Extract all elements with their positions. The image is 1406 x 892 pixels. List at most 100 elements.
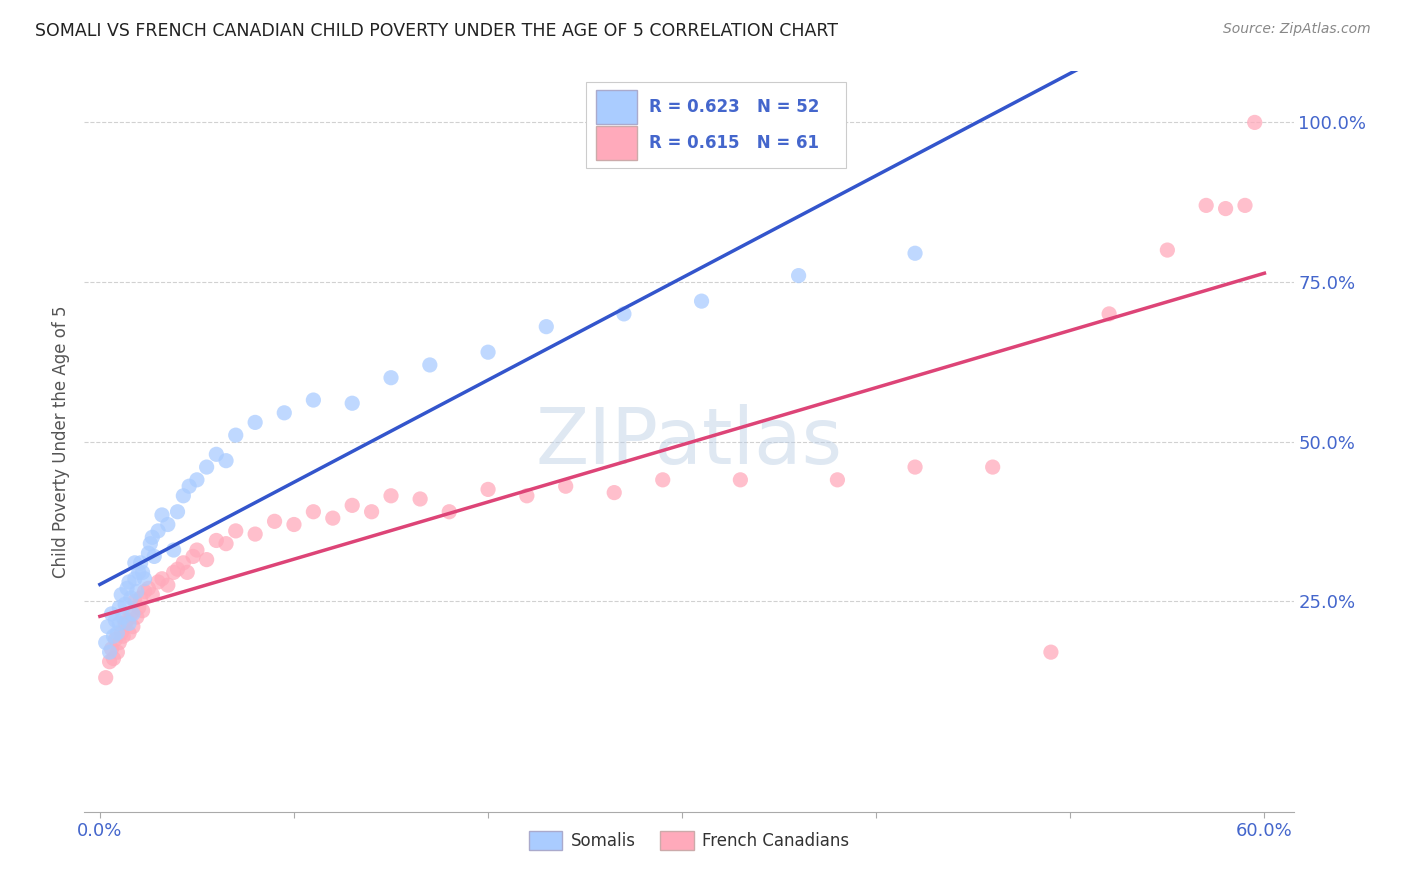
Point — [179, 479, 201, 493]
Point — [146, 524, 169, 538]
Point — [172, 489, 194, 503]
Point — [139, 536, 162, 550]
Point — [122, 619, 145, 633]
Point — [150, 508, 173, 522]
Point — [100, 642, 122, 657]
Point — [120, 607, 142, 621]
Point — [1039, 645, 1062, 659]
Point — [146, 574, 169, 589]
Point — [118, 626, 141, 640]
Point — [904, 246, 927, 260]
Point — [409, 491, 432, 506]
Point — [302, 392, 325, 407]
Point — [176, 566, 198, 580]
Point — [156, 578, 179, 592]
Point — [730, 473, 752, 487]
Point — [124, 556, 146, 570]
Point — [215, 453, 238, 467]
Point — [138, 546, 160, 560]
Point — [124, 594, 146, 608]
Legend: Somalis, French Canadians: Somalis, French Canadians — [522, 824, 856, 856]
Point — [651, 473, 673, 487]
Point — [114, 616, 136, 631]
Point — [195, 552, 218, 566]
Point — [904, 460, 927, 475]
Point — [115, 613, 138, 627]
Point — [114, 597, 136, 611]
Point — [131, 566, 153, 580]
Point — [112, 610, 135, 624]
Point — [143, 549, 166, 564]
Point — [1233, 198, 1256, 212]
Point — [108, 635, 131, 649]
Point — [243, 416, 266, 430]
Point — [115, 582, 138, 596]
Point — [104, 613, 127, 627]
Y-axis label: Child Poverty Under the Age of 5: Child Poverty Under the Age of 5 — [52, 305, 70, 578]
Point — [129, 556, 152, 570]
Point — [215, 536, 238, 550]
Point — [94, 635, 117, 649]
Point — [105, 626, 128, 640]
Point — [97, 619, 120, 633]
Point — [690, 294, 713, 309]
Point — [554, 479, 576, 493]
Point — [120, 591, 142, 605]
Point — [103, 651, 125, 665]
FancyBboxPatch shape — [596, 90, 637, 124]
Point — [477, 345, 499, 359]
Point — [419, 358, 441, 372]
Point — [108, 600, 131, 615]
Point — [380, 489, 402, 503]
Point — [128, 600, 150, 615]
Point — [166, 562, 188, 576]
Point — [516, 489, 538, 503]
Point — [613, 307, 636, 321]
Point — [122, 607, 145, 621]
Point — [205, 447, 228, 461]
Point — [156, 517, 179, 532]
Point — [302, 505, 325, 519]
Point — [98, 645, 121, 659]
Point — [100, 607, 122, 621]
Point — [322, 511, 344, 525]
FancyBboxPatch shape — [586, 82, 846, 168]
Point — [340, 396, 363, 410]
Point — [162, 566, 184, 580]
Point — [380, 370, 402, 384]
Point — [104, 632, 127, 647]
Point — [186, 473, 208, 487]
Point — [110, 626, 132, 640]
Point — [243, 527, 266, 541]
Point — [108, 616, 131, 631]
Point — [94, 671, 117, 685]
Point — [110, 588, 132, 602]
Point — [134, 572, 156, 586]
Point — [439, 505, 461, 519]
Point — [340, 499, 363, 513]
Point — [1098, 307, 1121, 321]
Point — [134, 584, 156, 599]
Point — [283, 517, 305, 532]
Text: SOMALI VS FRENCH CANADIAN CHILD POVERTY UNDER THE AGE OF 5 CORRELATION CHART: SOMALI VS FRENCH CANADIAN CHILD POVERTY … — [35, 22, 838, 40]
Point — [166, 505, 188, 519]
Point — [112, 629, 135, 643]
Point — [131, 604, 153, 618]
Point — [128, 566, 150, 580]
Point — [162, 543, 184, 558]
Text: ZIPatlas: ZIPatlas — [536, 403, 842, 480]
Text: Source: ZipAtlas.com: Source: ZipAtlas.com — [1223, 22, 1371, 37]
Point — [536, 319, 558, 334]
Point — [129, 591, 152, 605]
Point — [981, 460, 1004, 475]
Text: R = 0.615   N = 61: R = 0.615 N = 61 — [650, 134, 820, 153]
Point — [118, 616, 141, 631]
Point — [263, 514, 285, 528]
Point — [141, 588, 163, 602]
Point — [150, 572, 173, 586]
Point — [125, 610, 148, 624]
Point — [603, 485, 626, 500]
Point — [118, 574, 141, 589]
FancyBboxPatch shape — [596, 126, 637, 161]
Point — [273, 406, 295, 420]
